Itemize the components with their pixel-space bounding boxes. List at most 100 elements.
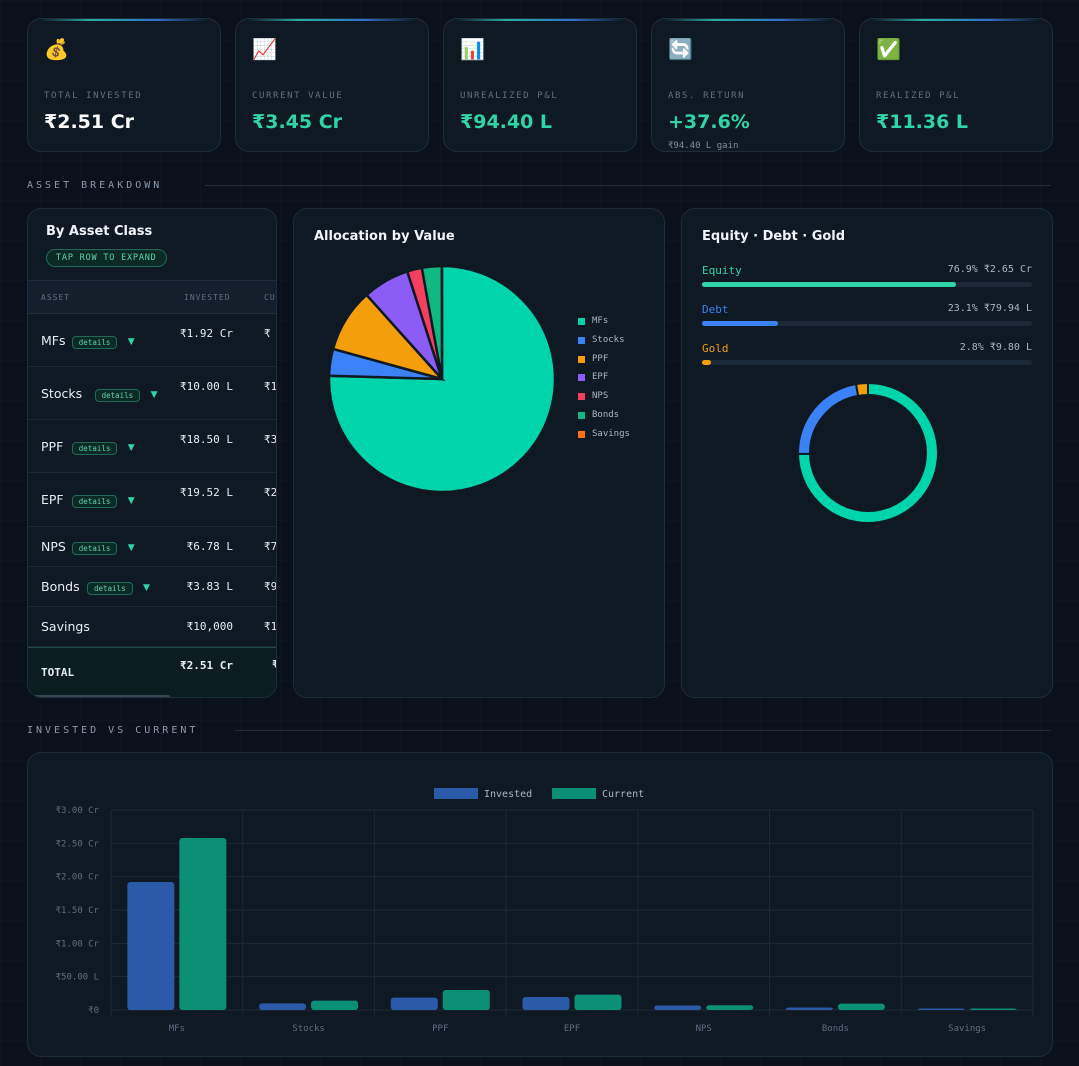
legend-label: NPS: [592, 391, 609, 402]
legend-swatch-invested[interactable]: [434, 788, 478, 799]
stat-subtext: ₹94.40 L gain: [668, 141, 739, 151]
asset-current: ₹2: [264, 486, 277, 499]
edg-bar-fill-debt: [702, 321, 779, 326]
details-button[interactable]: details: [94, 388, 141, 402]
asset-invested: ₹10,000: [186, 620, 233, 633]
table-row[interactable]: Savings ₹10,000 ₹10: [28, 607, 277, 647]
asset-current: ₹10: [264, 620, 277, 633]
legend-swatch: [578, 318, 585, 325]
x-tick-label: PPF: [432, 1024, 448, 1034]
bar-current-epf[interactable]: [574, 994, 622, 1010]
bar-invested-epf[interactable]: [522, 997, 570, 1010]
x-tick-label: NPS: [696, 1024, 712, 1034]
asset-current: ₹9.: [264, 580, 277, 593]
details-button[interactable]: details: [71, 441, 118, 455]
edg-label-gold: Gold: [702, 342, 729, 355]
stat-icon: 📊: [460, 37, 485, 61]
legend-swatch: [578, 355, 585, 363]
legend-label: PPF: [592, 353, 609, 364]
stat-value: +37.6%: [668, 111, 750, 133]
legend-swatch: [578, 412, 585, 419]
y-tick-label: ₹3.00 Cr: [56, 806, 100, 816]
stat-icon: 💰: [44, 37, 69, 61]
bar-invested-mfs[interactable]: [127, 882, 175, 1010]
legend-label-invested[interactable]: Invested: [484, 789, 532, 800]
legend-label: Savings: [592, 428, 630, 439]
asset-current: ₹3: [264, 432, 277, 446]
donut-segment-gold[interactable]: [854, 381, 869, 398]
bar-current-stocks[interactable]: [311, 1000, 359, 1010]
bar-current-nps[interactable]: [706, 1005, 754, 1010]
stat-value: ₹2.51 Cr: [44, 111, 135, 133]
details-button[interactable]: details: [71, 542, 118, 555]
edg-bar-track: [702, 360, 1032, 365]
legend-label: Stocks: [592, 334, 625, 345]
edg-bar-track: [702, 321, 1032, 326]
legend-swatch: [578, 393, 585, 401]
details-button[interactable]: details: [71, 495, 118, 508]
stat-value: ₹11.36 L: [876, 111, 969, 133]
pie-slice-bonds[interactable]: [420, 264, 444, 380]
tap-to-expand-badge: TAP ROW TO EXPAND: [46, 249, 167, 267]
edg-label-equity: Equity: [702, 264, 742, 277]
table-row[interactable]: NPS details ▼ ₹6.78 L ₹7.: [28, 527, 276, 567]
donut-segment-equity[interactable]: [796, 381, 939, 524]
donut-segment-debt[interactable]: [797, 382, 860, 455]
edg-value-equity: 76.9% ₹2.65 Cr: [947, 264, 1032, 275]
asset-current: ₹1: [264, 379, 277, 393]
stat-label: REALIZED P&L: [876, 91, 961, 101]
asset-class-card: By Asset Class TAP ROW TO EXPAND ASSET I…: [27, 208, 277, 698]
bar-invested-nps[interactable]: [654, 1005, 702, 1010]
edg-bar-fill-gold: [702, 360, 712, 365]
asset-class-title: By Asset Class: [46, 224, 153, 239]
bar-invested-bonds[interactable]: [785, 1007, 833, 1010]
table-row[interactable]: MFs details ▼ ₹1.92 Cr ₹: [28, 314, 276, 367]
column-header-current: CU: [264, 293, 276, 302]
edg-label-debt: Debt: [702, 303, 729, 316]
y-tick-label: ₹50.00 L: [56, 973, 99, 983]
table-header: ASSET INVESTED CU: [28, 280, 276, 314]
y-tick-label: ₹0: [88, 1006, 99, 1016]
bar-invested-ppf[interactable]: [390, 997, 438, 1010]
horizontal-scrollbar[interactable]: [30, 695, 170, 697]
details-button[interactable]: details: [87, 582, 133, 595]
asset-invested: ₹10.00 L: [180, 379, 233, 393]
stat-value: ₹94.40 L: [460, 111, 553, 133]
legend-label: EPF: [592, 372, 609, 383]
table-row[interactable]: Bonds details ▼ ₹3.83 L ₹9.: [28, 567, 277, 607]
chevron-down-icon[interactable]: ▼: [150, 389, 158, 400]
asset-invested: ₹18.50 L: [180, 432, 233, 446]
chevron-down-icon[interactable]: ▼: [143, 583, 150, 593]
bar-current-savings[interactable]: [969, 1008, 1017, 1011]
edg-title: Equity · Debt · Gold: [702, 229, 846, 244]
x-tick-label: Stocks: [292, 1024, 325, 1034]
y-tick-label: ₹2.50 Cr: [56, 839, 100, 849]
stat-label: CURRENT VALUE: [252, 91, 344, 101]
table-row[interactable]: EPF details ▼ ₹19.52 L ₹2: [28, 473, 277, 527]
stat-label: TOTAL INVESTED: [44, 91, 143, 101]
chevron-down-icon[interactable]: ▼: [127, 442, 135, 453]
chevron-down-icon[interactable]: ▼: [127, 336, 135, 347]
table-row[interactable]: PPF details ▼ ₹18.50 L ₹3: [28, 420, 277, 473]
asset-name: PPF: [41, 438, 64, 454]
legend-label-current[interactable]: Current: [602, 789, 644, 800]
table-total-row: TOTAL ₹2.51 Cr ₹: [28, 647, 276, 697]
bar-invested-savings[interactable]: [917, 1008, 965, 1011]
bar-invested-stocks[interactable]: [259, 1003, 307, 1010]
bar-current-ppf[interactable]: [442, 990, 490, 1010]
bar-current-mfs[interactable]: [179, 838, 227, 1010]
asset-name: Stocks: [41, 385, 83, 401]
stat-card-2: 📈 CURRENT VALUE ₹3.45 Cr: [235, 18, 429, 152]
legend-swatch-current[interactable]: [552, 788, 596, 799]
chevron-down-icon[interactable]: ▼: [127, 543, 135, 553]
total-invested: ₹2.51 Cr: [180, 659, 233, 672]
invested-vs-current-card: ₹0 ₹50.00 L ₹1.00 Cr ₹1.50 Cr ₹2.00 Cr ₹2.50 …: [27, 752, 1053, 1057]
details-button[interactable]: details: [71, 335, 118, 349]
section-divider: [235, 730, 1051, 731]
stat-card-5: ✅ REALIZED P&L ₹11.36 L: [859, 18, 1053, 152]
chevron-down-icon[interactable]: ▼: [127, 496, 135, 506]
allocation-card: Allocation by Value MFs Stocks PPF EPF NPS Bo…: [293, 208, 665, 698]
table-row[interactable]: Stocks details ▼ ₹10.00 L ₹1: [28, 367, 277, 420]
bar-current-bonds[interactable]: [837, 1003, 885, 1010]
allocation-title: Allocation by Value: [314, 229, 455, 244]
